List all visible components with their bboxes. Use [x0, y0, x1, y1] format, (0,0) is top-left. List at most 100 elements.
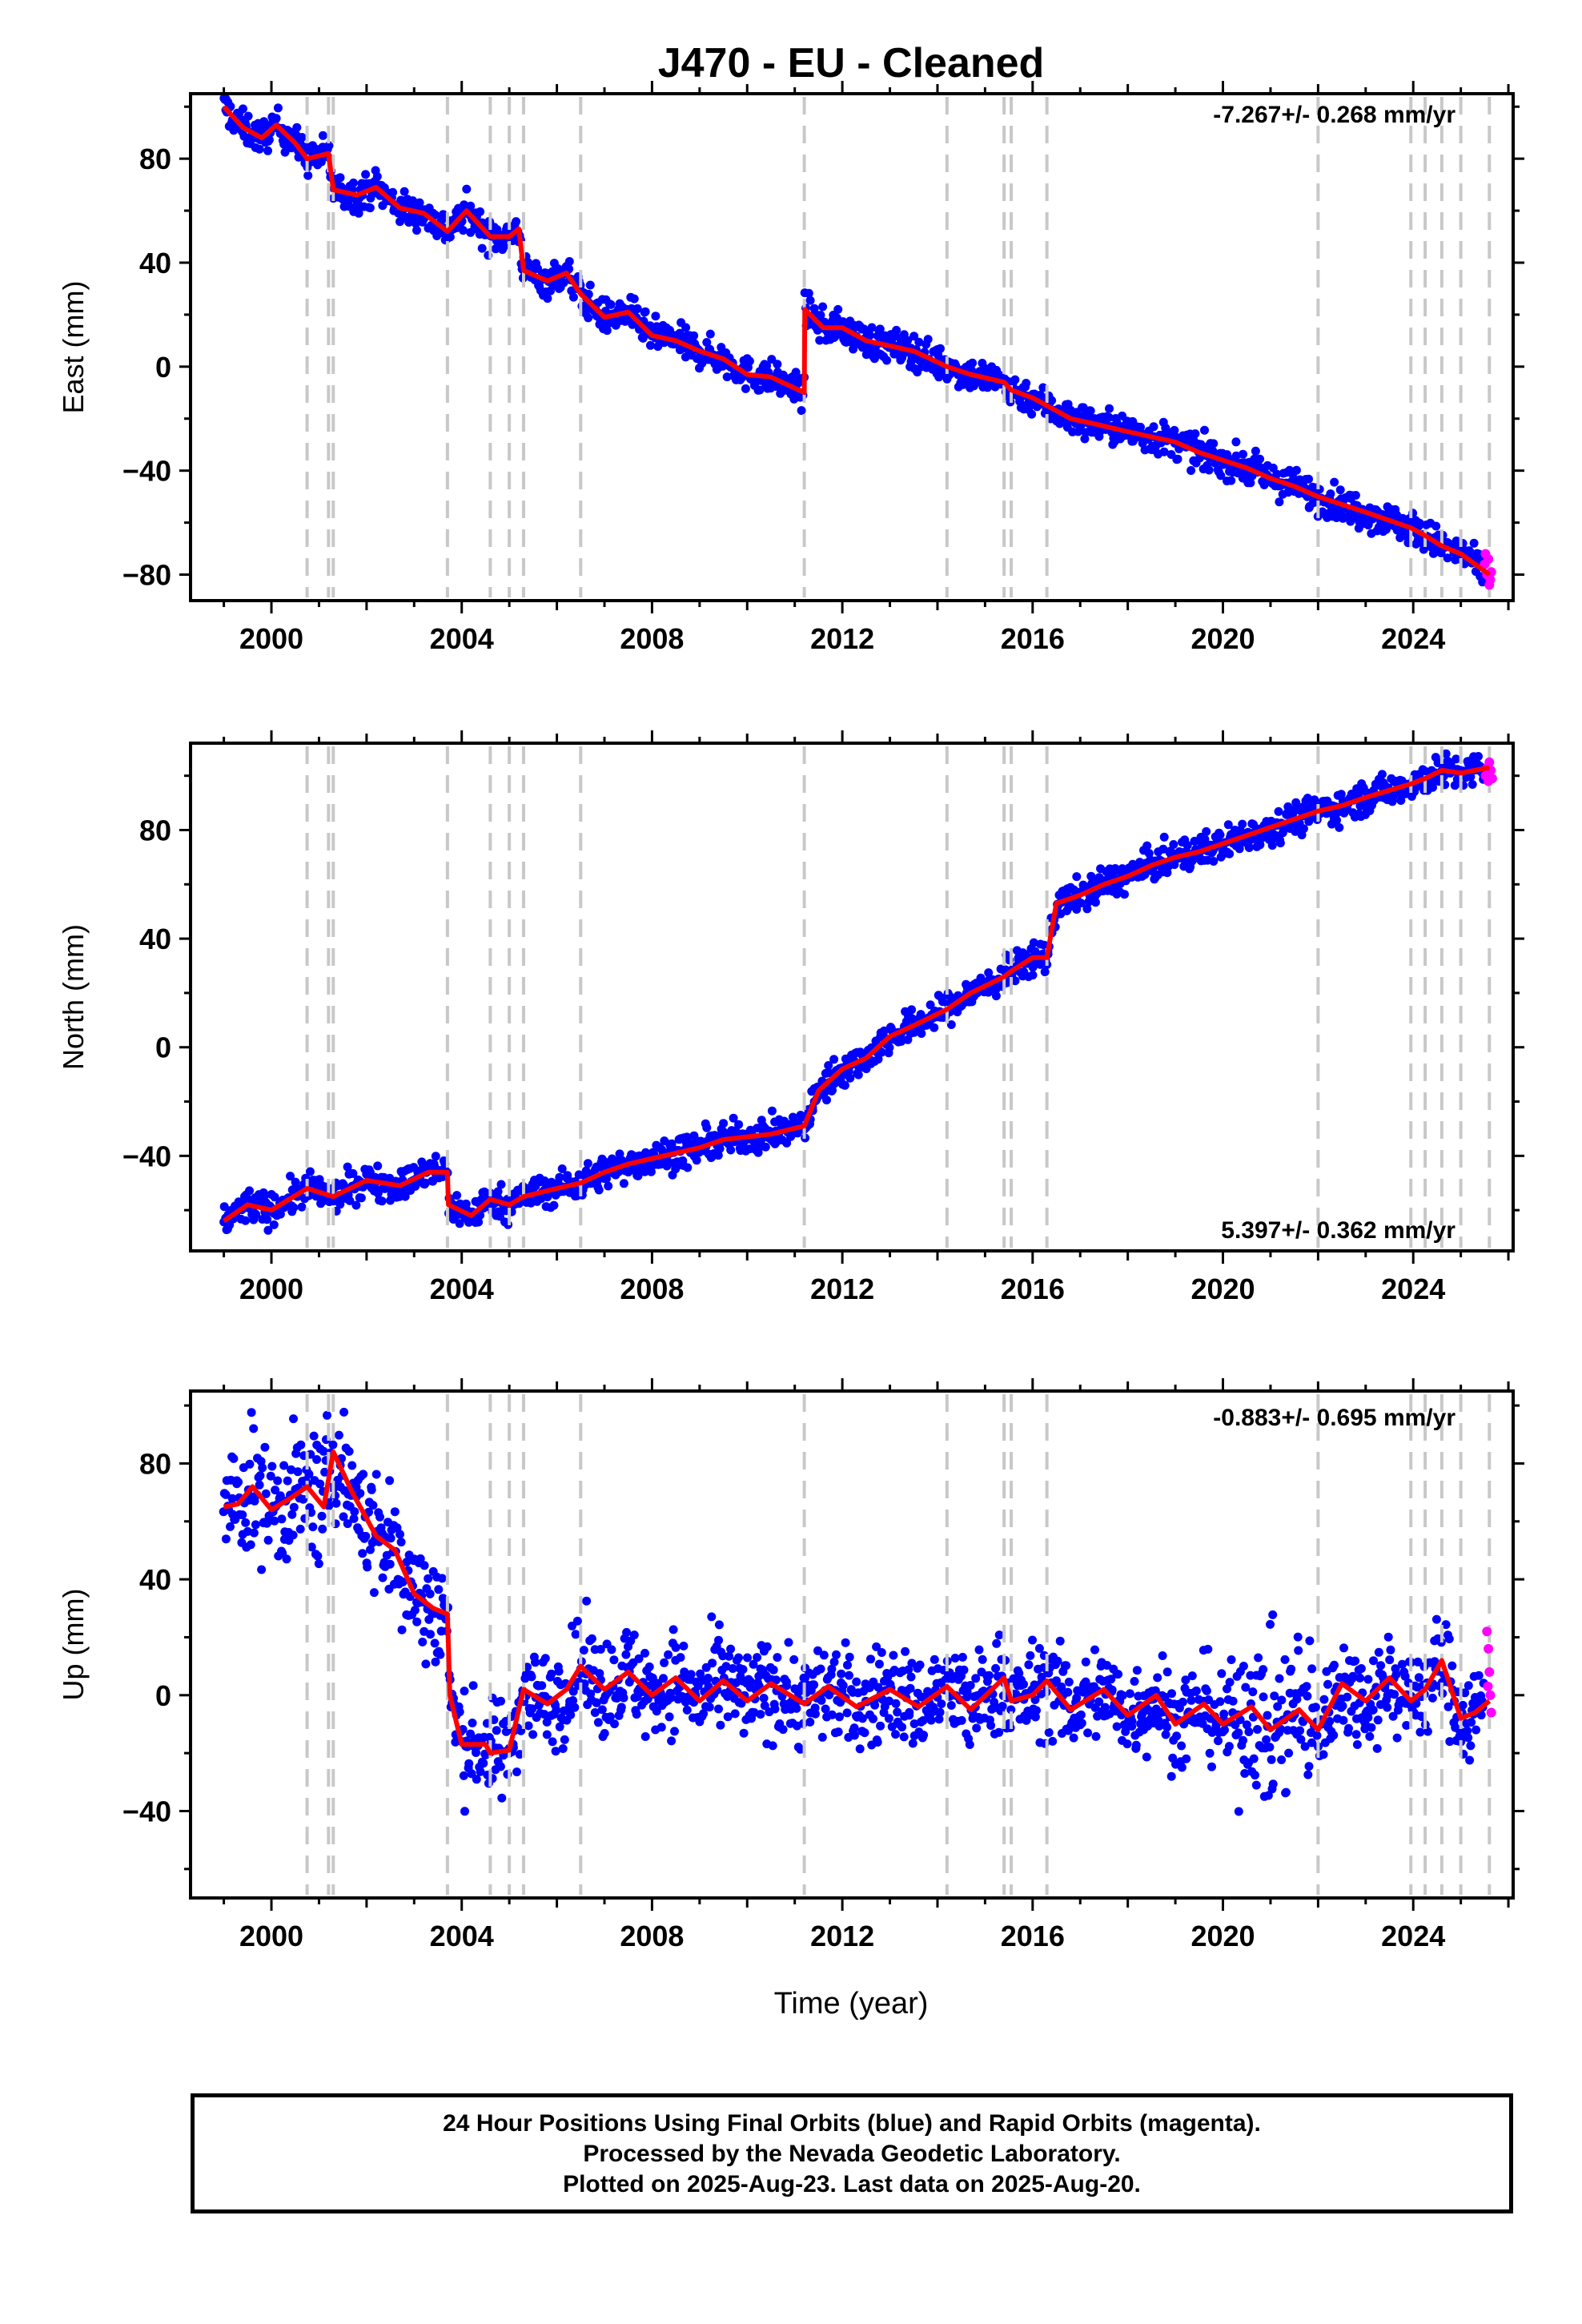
- x-axis-label: Time (year): [774, 1987, 929, 2020]
- x-tick-label: 2008: [620, 1920, 684, 1952]
- final-orbit-point: [1238, 819, 1247, 829]
- final-orbit-point: [420, 1561, 429, 1570]
- final-orbit-point: [1352, 1740, 1362, 1749]
- final-orbit-point: [388, 187, 398, 197]
- final-orbit-point: [1294, 1646, 1303, 1655]
- final-orbit-point: [418, 1637, 428, 1647]
- final-orbit-point: [1159, 832, 1169, 842]
- final-orbit-point: [1254, 1653, 1263, 1663]
- final-orbit-point: [838, 1681, 848, 1691]
- final-orbit-point: [686, 1670, 696, 1679]
- final-orbit-point: [365, 203, 375, 213]
- y-tick-label: −80: [122, 559, 171, 592]
- final-orbit-point: [1468, 780, 1477, 789]
- final-orbit-point: [1239, 1662, 1248, 1671]
- final-orbit-point: [559, 278, 568, 287]
- final-orbit-point: [809, 1680, 819, 1690]
- final-orbit-point: [984, 1671, 994, 1680]
- final-orbit-point: [1263, 1711, 1272, 1720]
- final-orbit-point: [1187, 1671, 1197, 1681]
- final-orbit-point: [335, 173, 345, 183]
- final-orbit-point: [1209, 857, 1219, 866]
- final-orbit-point: [396, 1530, 404, 1539]
- final-orbit-point: [689, 331, 699, 340]
- x-tick-label: 2016: [1001, 622, 1065, 655]
- final-orbit-point: [1090, 1645, 1099, 1655]
- final-orbit-point: [369, 1588, 379, 1598]
- final-orbit-point: [992, 1638, 1002, 1648]
- final-orbit-point: [1291, 465, 1301, 475]
- final-orbit-point: [552, 1706, 561, 1715]
- final-orbit-point: [773, 360, 782, 369]
- final-orbit-point: [1162, 1723, 1172, 1732]
- final-orbit-point: [816, 311, 825, 320]
- final-orbit-point: [579, 1646, 588, 1655]
- rapid-orbit-point: [1484, 757, 1495, 767]
- final-orbit-point: [629, 1630, 639, 1640]
- final-orbit-point: [1142, 841, 1152, 850]
- final-orbit-point: [243, 111, 253, 121]
- final-orbit-point: [909, 332, 919, 341]
- final-orbit-point: [1351, 1656, 1360, 1666]
- final-orbit-point: [564, 257, 574, 266]
- final-orbit-point: [1255, 454, 1264, 464]
- north-rate-label: 5.397+/- 0.362 mm/yr: [1221, 1217, 1456, 1244]
- y-tick-label: 0: [155, 1031, 171, 1064]
- final-orbit-point: [1351, 491, 1360, 500]
- final-orbit-point: [974, 1645, 984, 1655]
- final-orbit-point: [1186, 1695, 1196, 1705]
- y-tick-label: −40: [122, 455, 171, 488]
- final-orbit-point: [936, 344, 945, 353]
- final-orbit-point: [1244, 1727, 1254, 1736]
- final-orbit-point: [819, 1651, 829, 1660]
- final-orbit-point: [739, 1728, 749, 1738]
- final-orbit-point: [738, 1665, 748, 1675]
- final-orbit-point: [1191, 1686, 1201, 1695]
- final-orbit-point: [1304, 1762, 1314, 1771]
- final-orbit-point: [1228, 1696, 1238, 1706]
- final-orbit-point: [297, 133, 307, 142]
- final-orbit-point: [339, 1407, 349, 1417]
- final-orbit-point: [1122, 1739, 1132, 1749]
- final-orbit-point: [1191, 429, 1200, 439]
- final-orbit-point: [318, 131, 327, 140]
- final-orbit-point: [464, 1759, 474, 1768]
- final-orbit-point: [584, 313, 593, 323]
- final-orbit-point: [1312, 1731, 1322, 1740]
- final-orbit-point: [829, 1055, 839, 1064]
- final-orbit-point: [1465, 1755, 1475, 1765]
- final-orbit-point: [822, 1096, 831, 1105]
- final-orbit-point: [1474, 1671, 1484, 1680]
- final-orbit-point: [400, 187, 409, 196]
- final-orbit-point: [1083, 1728, 1093, 1738]
- final-orbit-point: [1069, 1733, 1078, 1743]
- final-orbit-point: [549, 1200, 559, 1210]
- final-orbit-point: [1169, 840, 1178, 849]
- footer-line-processed: Processed by the Nevada Geodetic Laborat…: [583, 2141, 1121, 2167]
- final-orbit-point: [849, 344, 858, 354]
- final-orbit-point: [542, 1730, 552, 1739]
- final-orbit-point: [1376, 1661, 1386, 1671]
- final-orbit-point: [753, 1653, 762, 1663]
- final-orbit-point: [1259, 1665, 1268, 1675]
- final-orbit-point: [1444, 1634, 1454, 1643]
- final-orbit-point: [328, 1440, 338, 1449]
- final-orbit-point: [421, 1659, 431, 1669]
- final-orbit-point: [725, 1651, 733, 1661]
- final-orbit-point: [1305, 1636, 1315, 1646]
- final-orbit-point: [789, 1655, 799, 1664]
- final-orbit-point: [540, 1654, 550, 1663]
- x-tick-label: 2020: [1191, 1920, 1255, 1952]
- final-orbit-point: [719, 1119, 729, 1128]
- final-orbit-point: [1275, 497, 1284, 507]
- final-orbit-point: [1186, 466, 1196, 475]
- final-orbit-point: [1203, 1644, 1213, 1654]
- final-orbit-point: [1339, 1643, 1348, 1653]
- rapid-orbit-point: [1484, 1667, 1495, 1677]
- final-orbit-point: [434, 1585, 444, 1594]
- final-orbit-point: [1464, 1733, 1473, 1743]
- final-orbit-point: [445, 232, 455, 242]
- final-orbit-point: [1303, 1691, 1312, 1701]
- final-orbit-point: [917, 1029, 926, 1038]
- final-orbit-point: [351, 1200, 361, 1210]
